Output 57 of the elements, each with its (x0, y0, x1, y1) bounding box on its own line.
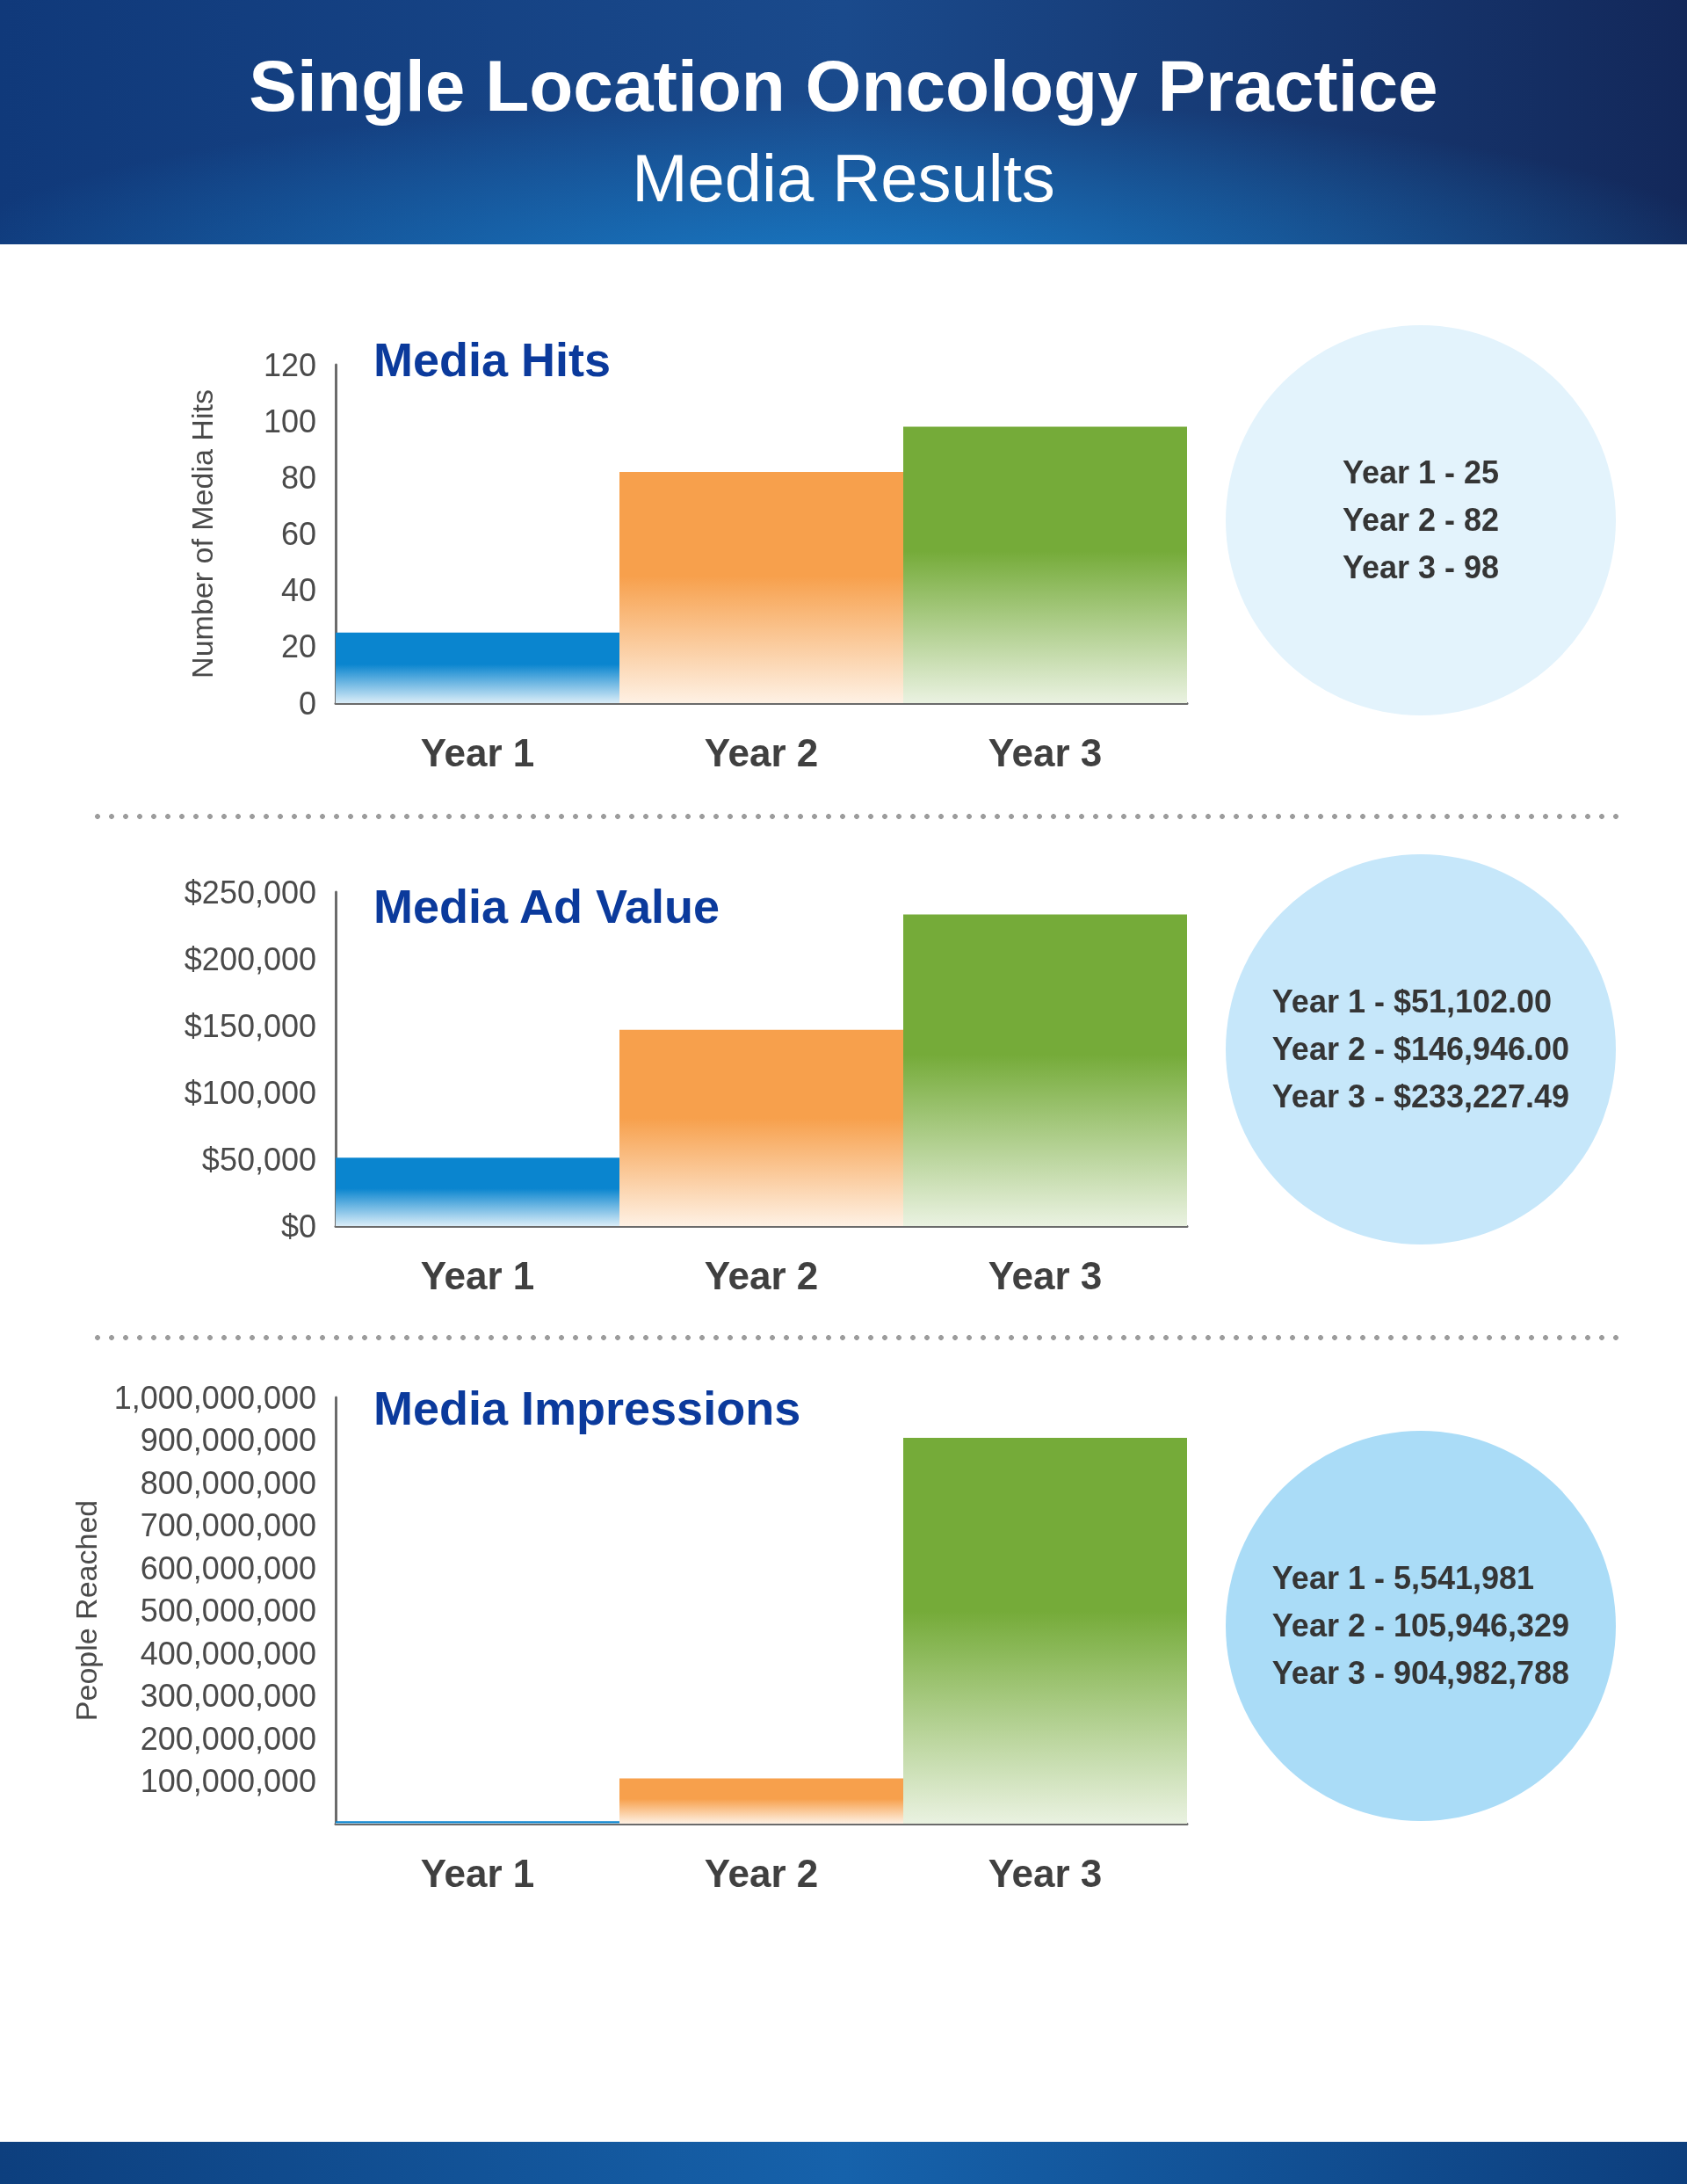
x-tick-label: Year 3 (988, 1851, 1103, 1895)
y-tick-label: 120 (263, 346, 316, 383)
text: Year 1 - 5,541,981 (1271, 1559, 1536, 1598)
y-tick-label: 400,000,000 (140, 1635, 316, 1672)
x-tick-label: Year 2 (704, 730, 819, 774)
x-tick-label: Year 1 (420, 1851, 535, 1895)
text: Year 3 - 98 (1342, 548, 1500, 587)
text: Media Results (631, 141, 1056, 216)
y-tick-label: 900,000,000 (140, 1422, 316, 1458)
y-tick-label: 80 (280, 459, 316, 496)
text: Year 3 - 904,982,788 (1271, 1654, 1570, 1693)
y-tick-label: $50,000 (201, 1141, 316, 1178)
y-tick-label: 100,000,000 (140, 1763, 316, 1799)
bar (619, 1778, 903, 1824)
chart-title: Media Hits (373, 333, 612, 386)
y-tick-label: 700,000,000 (140, 1507, 316, 1543)
y-tick-label: 200,000,000 (140, 1720, 316, 1757)
x-tick-label: Year 1 (420, 1253, 535, 1297)
y-tick-label: $200,000 (184, 940, 316, 977)
y-tick-label: 600,000,000 (140, 1549, 316, 1586)
y-tick-label: 20 (280, 628, 316, 665)
x-tick-label: Year 3 (988, 730, 1103, 774)
y-tick-label: 40 (280, 572, 316, 609)
y-tick-label: $100,000 (184, 1074, 316, 1111)
y-tick-label: 1,000,000,000 (113, 1379, 316, 1416)
bar (336, 1157, 619, 1226)
text: Year 2 - 82 (1342, 501, 1500, 540)
bar (903, 426, 1187, 703)
y-tick-label: 60 (280, 516, 316, 552)
x-tick-label: Year 1 (420, 730, 535, 774)
chart-title: Media Ad Value (373, 880, 720, 932)
text: Year 1 - $51,102.00 (1271, 983, 1553, 1021)
chart-title: Media Impressions (373, 1382, 801, 1434)
x-tick-label: Year 2 (704, 1253, 819, 1297)
x-tick-label: Year 2 (704, 1851, 819, 1895)
text: Year 2 - 105,946,329 (1271, 1607, 1570, 1645)
y-tick-label: $150,000 (184, 1007, 316, 1044)
bar (336, 1821, 619, 1824)
y-tick-label: 500,000,000 (140, 1593, 316, 1629)
text: Year 2 - $146,946.00 (1271, 1030, 1570, 1069)
bar (903, 914, 1187, 1226)
y-tick-label: 800,000,000 (140, 1464, 316, 1501)
bar (619, 471, 903, 703)
text: Single Location Oncology Practice (248, 46, 1439, 127)
bar (619, 1029, 903, 1226)
bar (903, 1438, 1187, 1824)
text: Year 1 - 25 (1342, 453, 1500, 492)
x-tick-label: Year 3 (988, 1253, 1103, 1297)
y-tick-label: $0 (280, 1208, 316, 1244)
y-tick-label: 300,000,000 (140, 1678, 316, 1714)
y-tick-label: 100 (263, 403, 316, 439)
text: Year 3 - $233,227.49 (1271, 1077, 1570, 1116)
bar (336, 632, 619, 703)
y-axis-title: Number of Media Hits (185, 389, 219, 678)
y-axis-title: People Reached (69, 1499, 103, 1722)
y-tick-label: 0 (298, 685, 316, 722)
y-tick-label: $250,000 (184, 874, 316, 911)
